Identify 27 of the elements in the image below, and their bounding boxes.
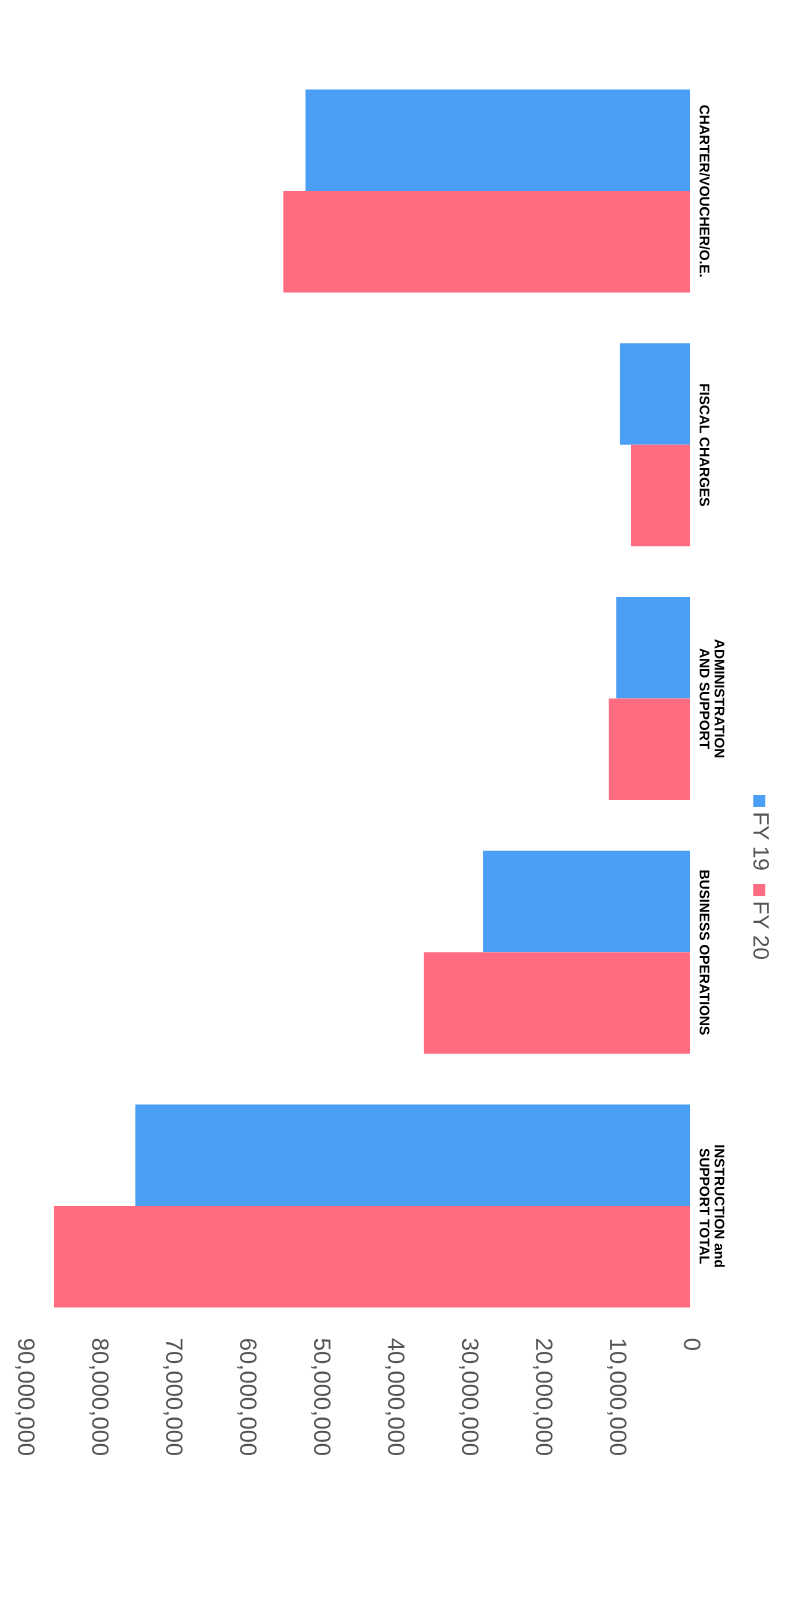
bar (616, 597, 691, 699)
y-tick-label: BUSINESS OPERATIONS (699, 870, 710, 1035)
x-tick-label: 60,000,000 (237, 1339, 257, 1456)
legend-label: FY 19 (753, 813, 769, 870)
bar (619, 343, 691, 445)
x-tick-label: 0 (683, 1338, 701, 1351)
bar (608, 698, 691, 801)
x-tick-label: 70,000,000 (163, 1339, 183, 1456)
bar (631, 444, 691, 547)
x-tick-label: 10,000,000 (607, 1339, 627, 1456)
y-tick-label: FISCAL CHARGES (699, 384, 710, 506)
bar (305, 89, 691, 192)
bar (483, 850, 691, 953)
y-tick-label: CHARTER/VOUCHER/O.E. (699, 105, 710, 277)
x-tick-label: 20,000,000 (533, 1339, 553, 1456)
legend-label: FY 20 (753, 902, 769, 959)
bar (283, 191, 691, 293)
x-tick-label: 80,000,000 (89, 1338, 109, 1456)
bar (53, 1206, 691, 1308)
y-tick-label: INSTRUCTION and SUPPORT TOTAL (699, 1145, 725, 1267)
y-tick-label: ADMINISTRATION AND SUPPORT (699, 639, 725, 758)
x-tick-label: 50,000,000 (311, 1338, 331, 1456)
x-tick-label: 90,000,000 (15, 1338, 35, 1456)
bar (135, 1104, 691, 1207)
bar (423, 952, 691, 1054)
x-tick-label: 40,000,000 (385, 1338, 405, 1456)
x-tick-label: 30,000,000 (459, 1338, 479, 1456)
